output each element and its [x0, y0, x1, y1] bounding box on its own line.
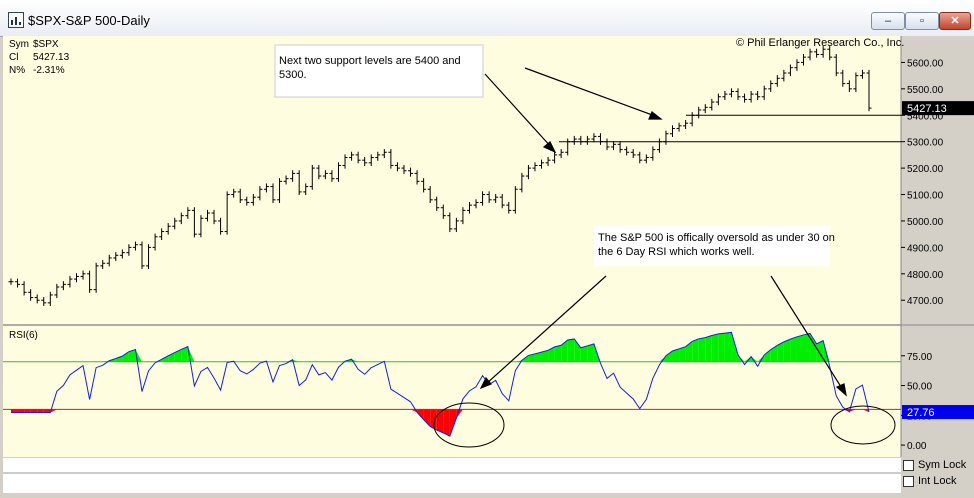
rsi-overbought-fill	[568, 339, 575, 362]
int-lock-checkbox[interactable]: Int Lock	[903, 475, 957, 487]
chart-app-icon	[8, 12, 24, 28]
title-bar: $SPX-S&P 500-Daily – ▫ ✕	[0, 0, 974, 37]
rsi-y-tick-label: 50.00	[907, 382, 932, 393]
close-button[interactable]: ✕	[939, 12, 971, 30]
rsi-overbought-fill	[718, 333, 725, 362]
time-axis-background	[3, 458, 901, 493]
chart-area: RSI(6) 4700.00 4800.00 4900.00 5000.00 5100.…	[3, 36, 974, 493]
int-lock-box[interactable]	[903, 476, 914, 487]
annotation-support-line2: 5300.	[279, 69, 307, 81]
rsi-overbought-fill	[784, 339, 791, 362]
rsi-overbought-fill	[725, 332, 732, 361]
y-tick-label: 5100.00	[907, 191, 944, 202]
rsi-overbought-fill	[705, 336, 712, 362]
window-title: $SPX-S&P 500-Daily	[28, 13, 150, 28]
y-tick-label: 5300.00	[907, 138, 944, 149]
annotation-support-line1: Next two support levels are 5400 and	[279, 55, 461, 67]
y-tick-label: 5000.00	[907, 217, 944, 228]
rsi-overbought-fill	[790, 337, 797, 362]
y-tick-label: 4800.00	[907, 270, 944, 281]
price-chart: RSI(6) 4700.00 4800.00 4900.00 5000.00 5100.…	[3, 36, 974, 493]
rsi-panel-label: RSI(6)	[9, 330, 38, 341]
rsi-overbought-fill	[699, 338, 706, 362]
y-tick-label: 4700.00	[907, 296, 944, 307]
rsi-overbought-fill	[587, 344, 594, 362]
sym-lock-label: Sym Lock	[918, 459, 966, 471]
last-price-label: 5427.13	[907, 103, 947, 115]
rsi-overbought-fill	[692, 339, 699, 362]
info-key-close: Cl	[9, 52, 18, 63]
rsi-overbought-fill	[797, 335, 804, 362]
rsi-y-tick-label: 0.00	[907, 441, 927, 452]
info-value-sym: $SPX	[33, 39, 59, 50]
rsi-last-label: 27.76	[907, 407, 935, 419]
rsi-overbought-fill	[804, 333, 811, 361]
rsi-oversold-fill	[443, 409, 450, 436]
rsi-overbought-fill	[712, 334, 719, 362]
rsi-y-tick-label: 75.00	[907, 352, 932, 363]
int-lock-label: Int Lock	[918, 475, 957, 487]
rsi-panel-background	[3, 326, 901, 457]
y-tick-label: 5500.00	[907, 85, 944, 96]
info-key-sym: Sym	[9, 39, 29, 50]
info-key-change: N%	[9, 65, 25, 76]
minimize-button[interactable]: –	[871, 12, 905, 30]
annotation-oversold-line2: the 6 Day RSI which works well.	[598, 246, 755, 258]
rsi-overbought-fill	[555, 345, 562, 361]
y-tick-label: 4900.00	[907, 243, 944, 254]
restore-button[interactable]: ▫	[905, 12, 939, 30]
rsi-overbought-fill	[581, 346, 588, 362]
y-tick-label: 5600.00	[907, 58, 944, 69]
info-value-close: 5427.13	[33, 52, 70, 63]
y-tick-label: 5200.00	[907, 164, 944, 175]
sym-lock-box[interactable]	[903, 460, 914, 471]
annotation-oversold-line1: The S&P 500 is offically oversold as und…	[598, 232, 835, 244]
copyright-text: © Phil Erlanger Research Co., Inc.	[736, 37, 904, 49]
sym-lock-checkbox[interactable]: Sym Lock	[903, 459, 966, 471]
info-value-change: -2.31%	[33, 65, 65, 76]
